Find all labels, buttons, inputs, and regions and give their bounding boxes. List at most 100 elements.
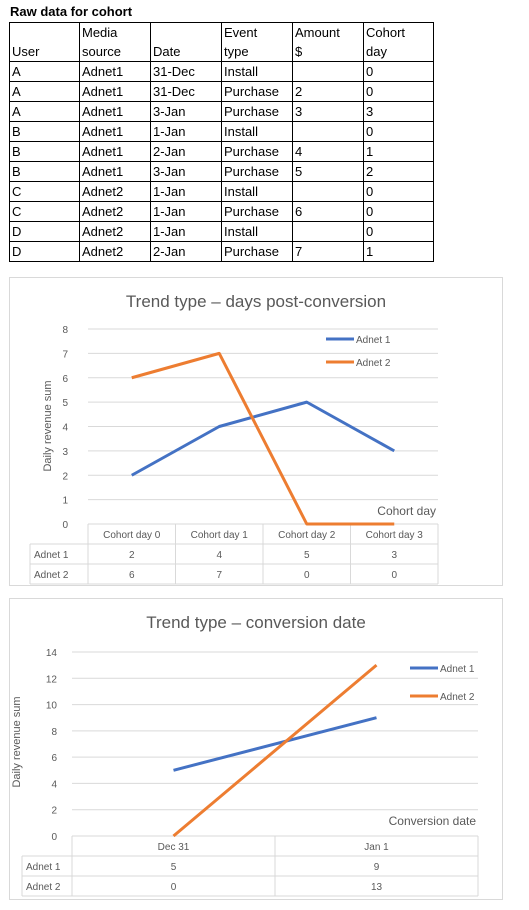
y-tick-label: 8 — [51, 727, 57, 738]
y-tick-label: 12 — [46, 674, 58, 685]
chart-title: Trend type – conversion date — [146, 613, 366, 632]
table-cell: B — [9, 121, 80, 142]
data-table-value: 13 — [371, 882, 383, 893]
table-cell: Adnet2 — [79, 181, 151, 202]
y-tick-label: 4 — [62, 423, 68, 434]
y-tick-label: 0 — [62, 520, 68, 531]
y-tick-label: 6 — [51, 753, 57, 764]
table-row: D Adnet2 1-Jan Install 0 — [9, 221, 434, 242]
table-cell: 2 — [292, 81, 364, 102]
table-cell — [292, 221, 364, 242]
data-table-value: 3 — [391, 550, 397, 561]
x-tick-label: Cohort day 3 — [366, 530, 424, 541]
table-cell: Purchase — [221, 201, 293, 222]
table-row: D Adnet2 2-Jan Purchase 7 1 — [9, 241, 434, 262]
table-cell: 1-Jan — [150, 181, 222, 202]
raw-header-line: Date — [153, 44, 181, 59]
x-tick-label: Cohort day 0 — [103, 530, 161, 541]
table-cell: Purchase — [221, 241, 293, 262]
y-tick-label: 8 — [62, 325, 68, 336]
data-table-value: 4 — [216, 550, 222, 561]
table-cell: C — [9, 181, 80, 202]
table-cell: Install — [221, 181, 293, 202]
x-axis-title: Cohort day — [377, 504, 436, 518]
y-tick-label: 6 — [62, 374, 68, 385]
table-cell: Adnet2 — [79, 221, 151, 242]
x-tick-label: Dec 31 — [158, 842, 190, 853]
table-row: B Adnet1 3-Jan Purchase 5 2 — [9, 161, 434, 182]
raw-header-row: User Media source Date Event type Amount $ Cohor… — [9, 22, 434, 62]
table-cell: 1-Jan — [150, 221, 222, 242]
table-row: A Adnet1 3-Jan Purchase 3 3 — [9, 101, 434, 122]
raw-header-line: User — [12, 44, 40, 59]
table-cell: 2-Jan — [150, 141, 222, 162]
raw-header-cell: Media source — [79, 22, 151, 62]
table-cell: C — [9, 201, 80, 222]
legend-label: Adnet 2 — [440, 692, 475, 703]
table-cell: Adnet2 — [79, 201, 151, 222]
table-cell — [292, 181, 364, 202]
data-table-value: 0 — [304, 570, 310, 581]
table-row: A Adnet1 31-Dec Purchase 2 0 — [9, 81, 434, 102]
data-table-series-label: Adnet 2 — [34, 570, 69, 581]
raw-header-line: day — [366, 44, 387, 59]
legend-label: Adnet 1 — [440, 664, 475, 675]
raw-table-body: A Adnet1 31-Dec Install 0 A Adnet1 31-Dec Purcha… — [9, 61, 434, 262]
y-tick-label: 5 — [62, 398, 68, 409]
legend-label: Adnet 2 — [356, 358, 391, 369]
table-cell: Adnet2 — [79, 241, 151, 262]
series-line-1 — [131, 400, 395, 477]
raw-header-cell: Date — [150, 22, 222, 62]
raw-data-table: User Media source Date Event type Amount $ Cohor… — [9, 22, 434, 262]
table-cell: 2-Jan — [150, 241, 222, 262]
table-cell: Purchase — [221, 161, 293, 182]
x-tick-label: Cohort day 2 — [278, 530, 336, 541]
table-cell: Adnet1 — [79, 121, 151, 142]
y-tick-label: 7 — [62, 349, 68, 360]
table-cell: 0 — [363, 121, 434, 142]
table-row: A Adnet1 31-Dec Install 0 — [9, 61, 434, 82]
chart-conversion-date-svg: Trend type – conversion date 0 2 4 6 8 10 12 14 D… — [11, 613, 479, 897]
data-table-value: 2 — [129, 550, 135, 561]
y-tick-label: 2 — [51, 806, 57, 817]
table-cell: A — [9, 101, 80, 122]
raw-header-cell: Amount $ — [292, 22, 364, 62]
table-cell: 1-Jan — [150, 121, 222, 142]
table-cell: Adnet1 — [79, 161, 151, 182]
series-line-2 — [172, 663, 378, 838]
data-table-series-label: Adnet 1 — [26, 862, 61, 873]
data-table-value: 5 — [304, 550, 310, 561]
y-tick-label: 4 — [51, 779, 57, 790]
table-cell: 4 — [292, 141, 364, 162]
table-cell: Adnet1 — [79, 61, 151, 82]
y-tick-label: 10 — [46, 701, 58, 712]
raw-header-cell: Cohort day — [363, 22, 434, 62]
data-table-value: 5 — [171, 862, 177, 873]
table-cell: 3 — [363, 101, 434, 122]
table-cell: 0 — [363, 61, 434, 82]
y-tick-label: 0 — [51, 832, 57, 843]
table-cell: Adnet1 — [79, 81, 151, 102]
x-axis-title: Conversion date — [389, 814, 477, 828]
y-tick-label: 3 — [62, 447, 68, 458]
data-table-series-label: Adnet 1 — [34, 550, 69, 561]
table-cell: 7 — [292, 241, 364, 262]
table-cell: B — [9, 141, 80, 162]
table-cell: B — [9, 161, 80, 182]
table-cell: 31-Dec — [150, 61, 222, 82]
table-cell: Adnet1 — [79, 141, 151, 162]
table-cell: 3-Jan — [150, 161, 222, 182]
table-cell: 2 — [363, 161, 434, 182]
data-table-series-label: Adnet 2 — [26, 882, 61, 893]
y-tick-label: 14 — [46, 648, 58, 659]
table-cell: 0 — [363, 221, 434, 242]
table-cell: Purchase — [221, 101, 293, 122]
raw-data-title: Raw data for cohort — [10, 4, 133, 19]
table-cell: 0 — [363, 201, 434, 222]
data-table-value: 0 — [171, 882, 177, 893]
table-row: B Adnet1 2-Jan Purchase 4 1 — [9, 141, 434, 162]
table-cell: 31-Dec — [150, 81, 222, 102]
y-tick-label: 2 — [62, 471, 68, 482]
raw-header-line: Media — [82, 25, 118, 40]
table-cell: 3-Jan — [150, 101, 222, 122]
